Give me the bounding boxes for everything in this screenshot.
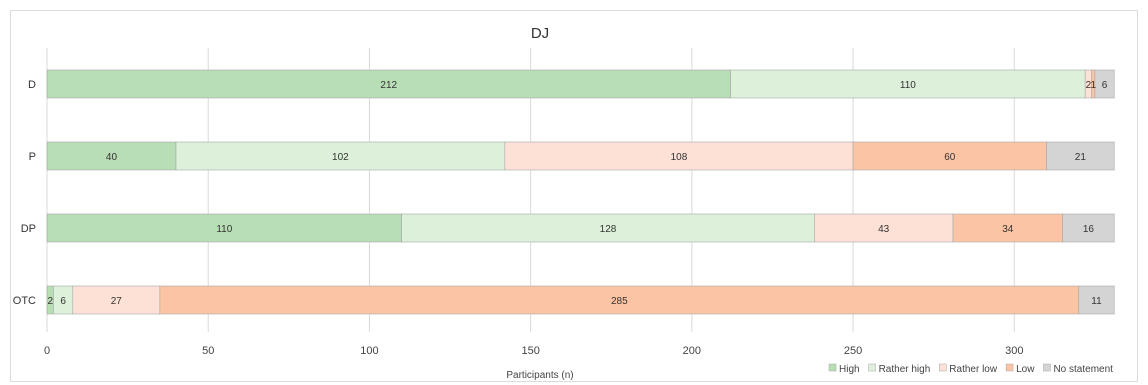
bar-value-label: 128 <box>600 224 617 235</box>
bar-value-label: 27 <box>111 296 123 307</box>
category-label: DP <box>21 223 36 235</box>
bar-value-label: 40 <box>106 152 118 163</box>
legend-label: High <box>839 364 860 375</box>
bar-value-label: 11 <box>1091 296 1102 307</box>
bar-segment <box>852 141 1047 171</box>
bar-segment <box>1094 69 1115 99</box>
bar-segment <box>46 69 731 99</box>
legend-item: Low <box>1005 363 1035 375</box>
bar-value-label: 43 <box>878 224 890 235</box>
category-label: P <box>29 151 36 163</box>
x-tick-label: 250 <box>844 345 862 357</box>
category-label: D <box>28 79 36 91</box>
legend-label: Low <box>1016 364 1035 375</box>
legend-swatch <box>1043 363 1051 372</box>
legend-label: Rather high <box>879 364 931 375</box>
legend-item: Rather high <box>868 363 931 375</box>
bar-segment <box>72 285 161 315</box>
bar-segment <box>952 213 1063 243</box>
legend-swatch <box>868 363 876 372</box>
bar-value-label: 108 <box>671 152 688 163</box>
bar-segment <box>1046 141 1115 171</box>
bar-value-label: 16 <box>1083 224 1095 235</box>
bar-value-label: 1 <box>1090 80 1096 91</box>
x-axis-title: Participants (n) <box>506 370 573 381</box>
bar-value-label: 34 <box>1002 224 1014 235</box>
bar-value-label: 6 <box>1102 80 1108 91</box>
bar-value-label: 102 <box>332 152 349 163</box>
bar-value-label: 212 <box>380 80 397 91</box>
bar-segment <box>1078 285 1115 315</box>
legend-item: High <box>828 363 860 375</box>
bar-value-label: 21 <box>1075 152 1087 163</box>
x-tick-label: 0 <box>44 345 50 357</box>
bar-segment <box>504 141 854 171</box>
bar-value-label: 6 <box>60 296 66 307</box>
bar-segment <box>159 285 1080 315</box>
bar-value-label: 110 <box>900 80 916 91</box>
x-tick-label: 150 <box>521 345 539 357</box>
legend-swatch <box>939 363 947 372</box>
legend-item: Rather low <box>939 363 998 375</box>
x-tick-label: 100 <box>360 345 378 357</box>
legend: High Rather high Rather low Low No statement <box>828 363 1113 375</box>
bar-value-label: 2 <box>1086 80 1092 91</box>
bar-value-label: 2 <box>47 296 53 307</box>
bar-value-label: 60 <box>944 152 956 163</box>
bar-segment <box>1062 213 1115 243</box>
bar-value-label: 285 <box>611 296 628 307</box>
legend-label: Rather low <box>949 364 998 375</box>
x-tick-label: 300 <box>1005 345 1023 357</box>
bar-segment <box>46 213 402 243</box>
bar-value-label: 110 <box>216 224 232 235</box>
legend-swatch <box>828 363 837 372</box>
x-tick-label: 200 <box>683 345 701 357</box>
bar-segment <box>401 213 815 243</box>
bar-segment <box>46 141 177 171</box>
legend-swatch <box>1005 363 1014 372</box>
chart-title: DJ <box>531 25 549 42</box>
legend-item: No statement <box>1043 363 1113 375</box>
bar-segment <box>730 69 1086 99</box>
bar-segment <box>175 141 506 171</box>
legend-label: No statement <box>1053 364 1113 375</box>
x-tick-label: 50 <box>202 345 214 357</box>
category-label: OTC <box>13 295 36 307</box>
